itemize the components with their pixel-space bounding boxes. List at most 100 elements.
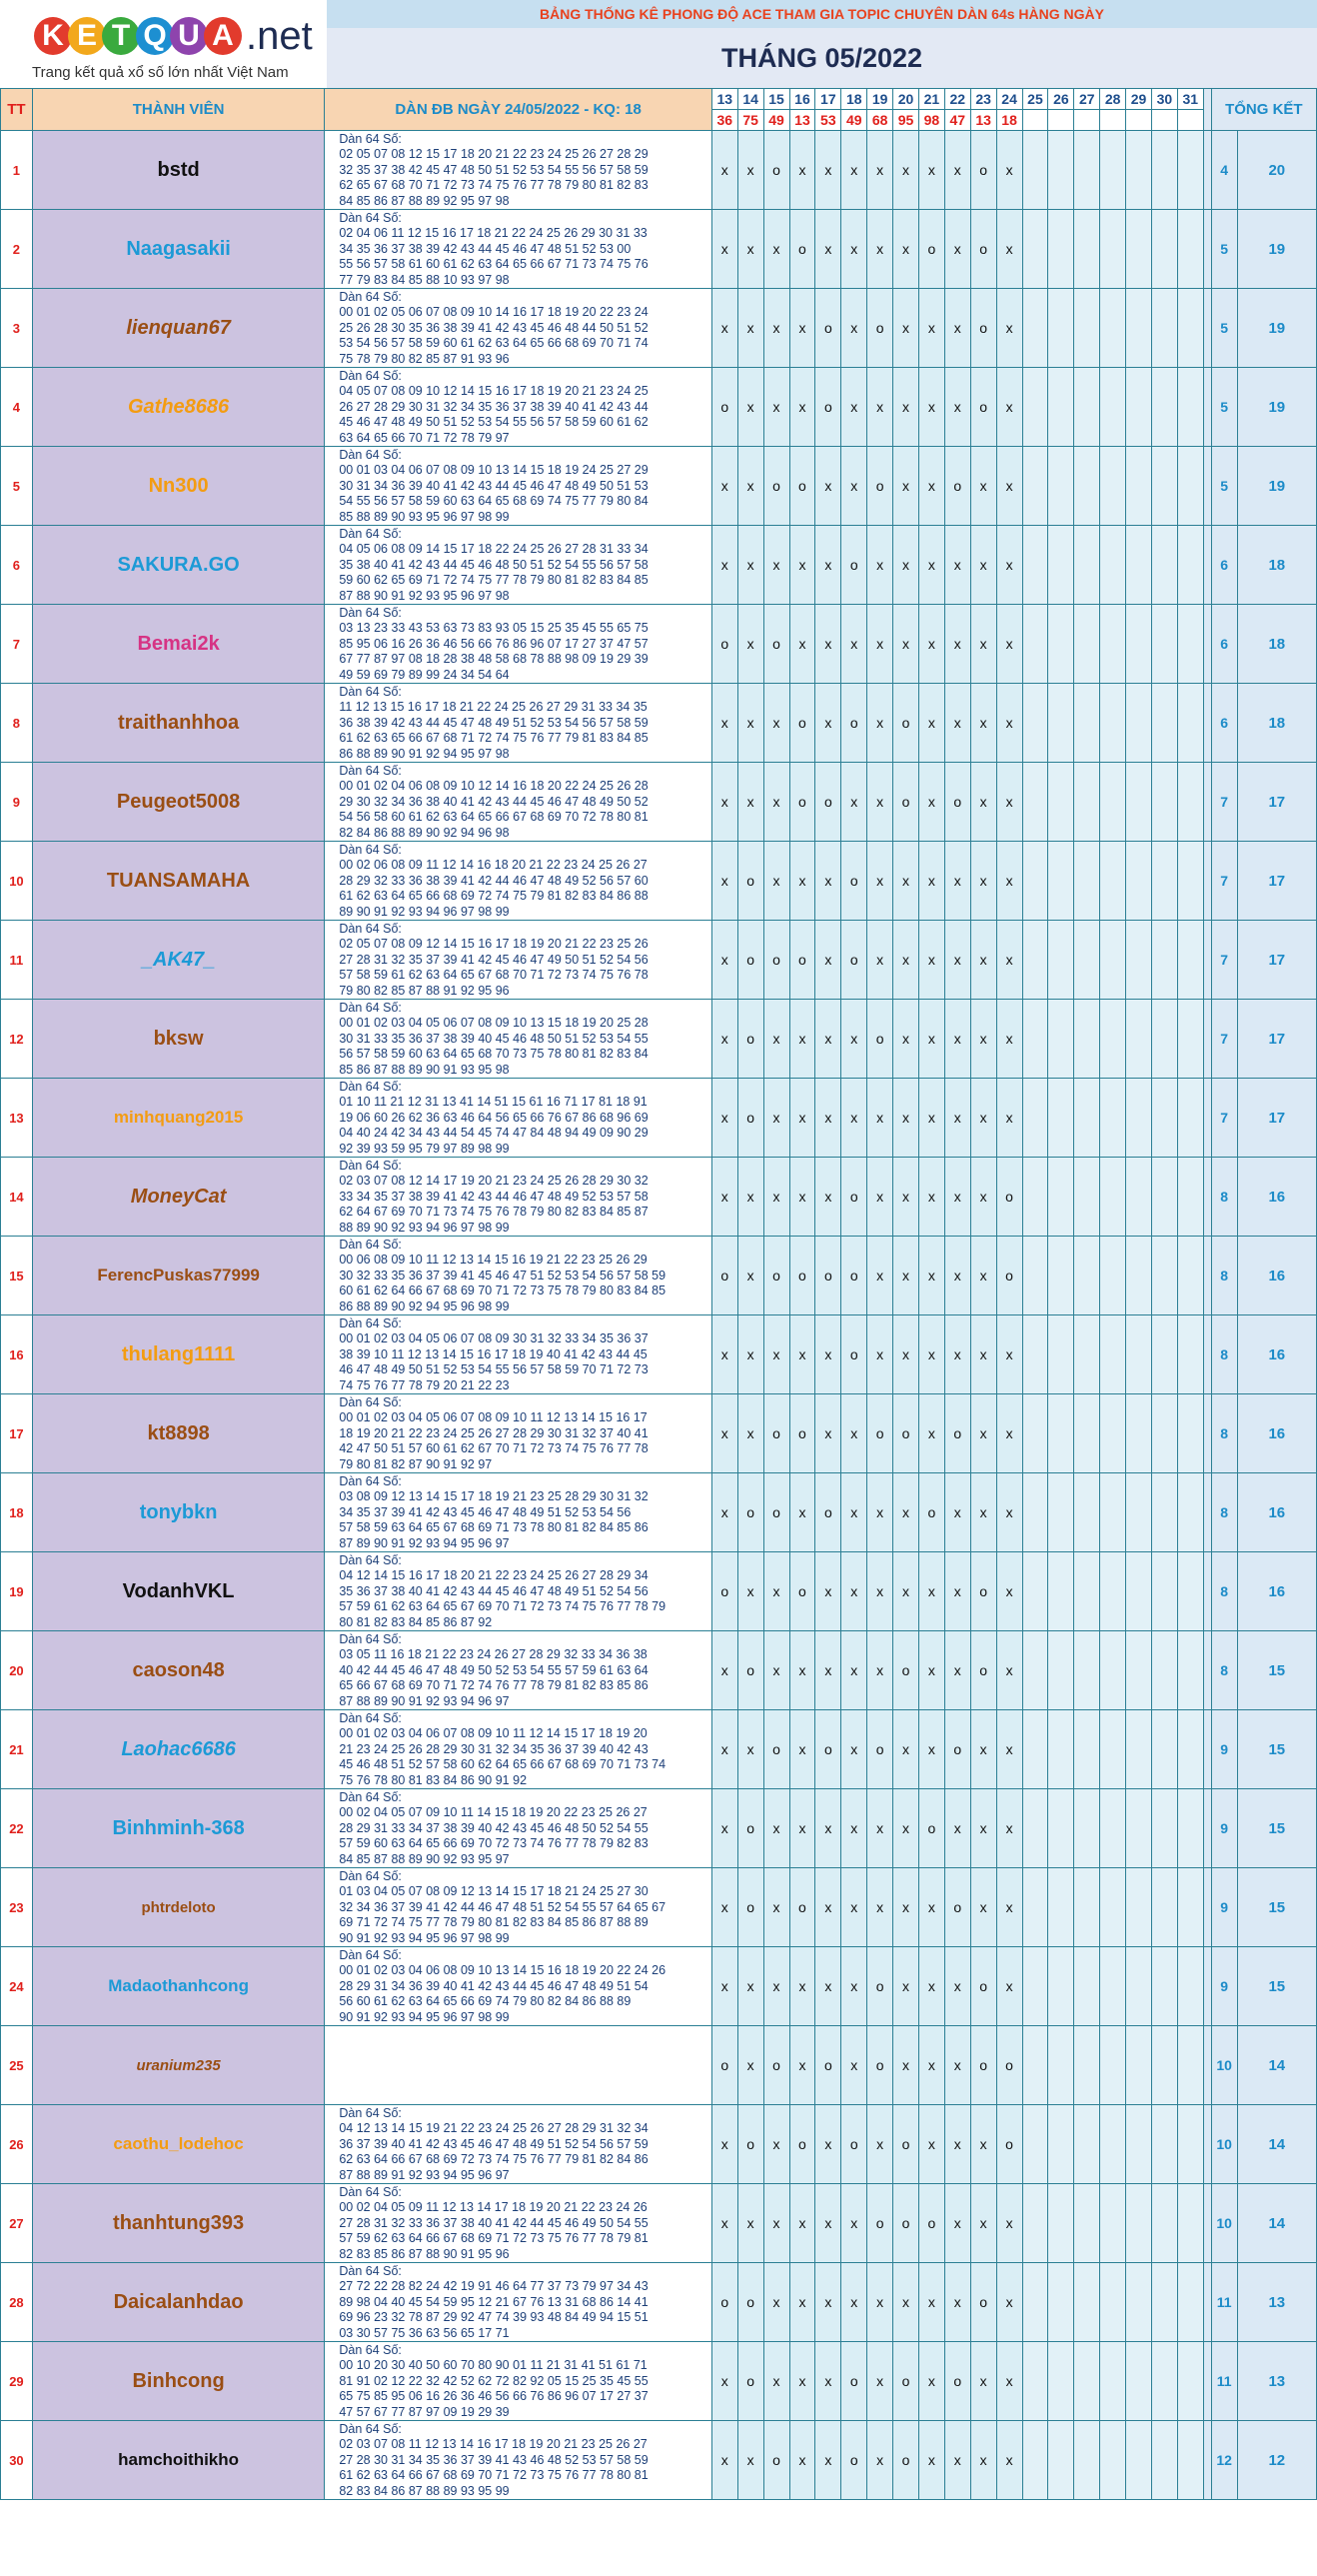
day-mark: x xyxy=(943,1236,971,1315)
day-mark xyxy=(1073,1157,1101,1237)
table-row: 3 lienquan67 Dàn 64 Số: 00 01 02 05 06 07 … xyxy=(0,288,1317,368)
member-name[interactable]: uranium235 xyxy=(31,2025,326,2105)
member-name[interactable]: Daicalanhdao xyxy=(31,2262,326,2342)
table-row: 10 TUANSAMAHA Dàn 64 Số: 00 02 06 08 09 11… xyxy=(0,841,1317,921)
day-mark xyxy=(1150,1236,1178,1315)
day-mark xyxy=(1125,367,1152,447)
member-name[interactable]: thulang1111 xyxy=(31,1314,326,1394)
member-name[interactable]: bstd xyxy=(31,130,326,210)
day-mark xyxy=(1176,1157,1204,1237)
member-name[interactable]: Binhminh-368 xyxy=(31,1788,326,1868)
day-mark: x xyxy=(995,1788,1023,1868)
day-mark: o xyxy=(762,1472,790,1552)
day-result xyxy=(1125,109,1152,131)
dan-text: Dàn 64 Số: 00 06 08 09 10 11 12 13 14 15… xyxy=(339,1237,666,1313)
day-mark xyxy=(1047,604,1075,684)
day-mark: x xyxy=(710,288,738,368)
separator xyxy=(1202,1867,1212,1947)
day-mark: o xyxy=(917,2183,945,2263)
member-name[interactable]: tonybkn xyxy=(31,1472,326,1552)
dan-numbers: Dàn 64 Số: 03 05 11 16 18 21 22 23 24 26… xyxy=(324,1630,712,1710)
day-mark: o xyxy=(814,1709,842,1789)
day-mark: x xyxy=(788,288,816,368)
day-mark: x xyxy=(814,209,842,289)
member-name[interactable]: Naagasakii xyxy=(31,209,326,289)
day-mark xyxy=(1073,1078,1101,1158)
day-mark: x xyxy=(943,367,971,447)
day-mark: x xyxy=(762,2183,790,2263)
member-name[interactable]: _AK47_ xyxy=(31,920,326,1000)
day-mark: o xyxy=(788,683,816,763)
day-mark: x xyxy=(814,1314,842,1394)
total-points: 18 xyxy=(1236,604,1317,684)
total-points: 12 xyxy=(1236,2420,1317,2500)
day-mark: x xyxy=(762,999,790,1079)
day-mark xyxy=(1047,2183,1075,2263)
day-mark: x xyxy=(736,1314,764,1394)
member-name[interactable]: Nn300 xyxy=(31,446,326,526)
member-name[interactable]: caoson48 xyxy=(31,1630,326,1710)
day-mark xyxy=(1099,2341,1127,2421)
day-mark xyxy=(1150,2341,1178,2421)
day-mark: x xyxy=(995,446,1023,526)
day-mark: x xyxy=(788,1314,816,1394)
day-mark: x xyxy=(814,130,842,210)
member-name[interactable]: minhquang2015 xyxy=(31,1078,326,1158)
member-name[interactable]: hamchoithikho xyxy=(31,2420,326,2500)
member-name[interactable]: phtrdeloto xyxy=(31,1867,326,1947)
site-logo[interactable]: K E T Q U A .net Trang kết quả xổ số lớn nhất … xyxy=(0,0,329,88)
day-mark: x xyxy=(917,288,945,368)
total-points: 17 xyxy=(1236,841,1317,921)
member-name[interactable]: Bemai2k xyxy=(31,604,326,684)
day-mark xyxy=(1073,2104,1101,2184)
day-mark xyxy=(1176,1393,1204,1473)
table-row: 6 SAKURA.GO Dàn 64 Số: 04 05 06 08 09 14 1… xyxy=(0,525,1317,605)
row-number: 26 xyxy=(0,2104,33,2184)
row-number: 29 xyxy=(0,2341,33,2421)
member-name[interactable]: Peugeot5008 xyxy=(31,762,326,842)
day-mark: o xyxy=(840,1314,868,1394)
day-result: 98 xyxy=(917,109,945,131)
day-mark: x xyxy=(710,920,738,1000)
member-name[interactable]: VodanhVKL xyxy=(31,1551,326,1631)
day-mark: x xyxy=(892,1867,919,1947)
member-name[interactable]: bksw xyxy=(31,999,326,1079)
member-name[interactable]: thanhtung393 xyxy=(31,2183,326,2263)
member-name[interactable]: kt8898 xyxy=(31,1393,326,1473)
table-row: 29 Binhcong Dàn 64 Số: 00 10 20 30 40 50 6… xyxy=(0,2341,1317,2421)
day-mark: x xyxy=(814,1078,842,1158)
member-name[interactable]: Binhcong xyxy=(31,2341,326,2421)
member-name[interactable]: caothu_lodehoc xyxy=(31,2104,326,2184)
day-mark: x xyxy=(943,1551,971,1631)
member-name[interactable]: SAKURA.GO xyxy=(31,525,326,605)
day-mark: x xyxy=(866,683,894,763)
day-mark: o xyxy=(710,2262,738,2342)
day-mark: x xyxy=(892,1157,919,1237)
day-mark xyxy=(1125,1867,1152,1947)
member-name[interactable]: Madaothanhcong xyxy=(31,1946,326,2026)
day-mark: x xyxy=(762,841,790,921)
day-mark xyxy=(1073,1867,1101,1947)
day-mark xyxy=(1099,1314,1127,1394)
day-mark xyxy=(1073,1236,1101,1315)
member-name[interactable]: lienquan67 xyxy=(31,288,326,368)
day-mark: x xyxy=(762,2262,790,2342)
member-name[interactable]: MoneyCat xyxy=(31,1157,326,1237)
separator xyxy=(1202,1157,1212,1237)
day-mark xyxy=(1021,2104,1049,2184)
member-name[interactable]: Laohac6686 xyxy=(31,1709,326,1789)
col-dan: DÀN ĐB NGÀY 24/05/2022 - KQ: 18 xyxy=(324,88,712,131)
day-mark xyxy=(1047,446,1075,526)
day-mark: x xyxy=(866,841,894,921)
day-mark: x xyxy=(917,1236,945,1315)
member-name[interactable]: FerencPuskas77999 xyxy=(31,1236,326,1315)
member-name[interactable]: traithanhhoa xyxy=(31,683,326,763)
member-name[interactable]: TUANSAMAHA xyxy=(31,841,326,921)
day-mark: x xyxy=(995,604,1023,684)
day-mark xyxy=(1176,762,1204,842)
member-name[interactable]: Gathe8686 xyxy=(31,367,326,447)
day-mark: x xyxy=(762,1314,790,1394)
dan-text: Dàn 64 Số: 00 01 02 03 04 05 06 07 08 09… xyxy=(339,1000,649,1077)
day-mark: o xyxy=(866,1393,894,1473)
day-header: 28 xyxy=(1099,88,1127,110)
